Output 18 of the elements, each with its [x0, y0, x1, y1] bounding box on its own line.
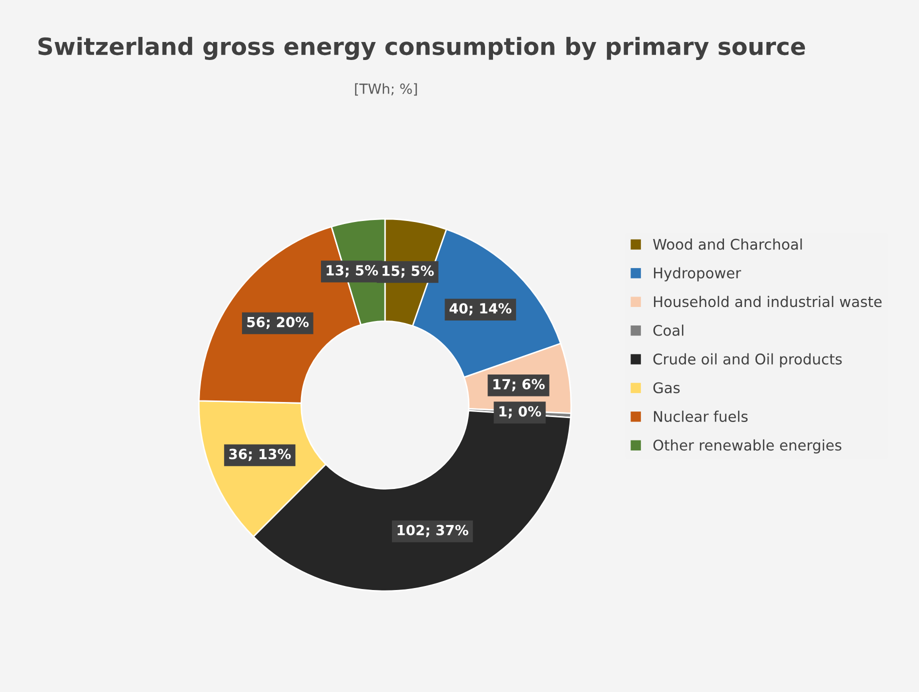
data-label: 40; 14% [450, 303, 512, 316]
data-label: 36; 13% [229, 448, 291, 462]
data-label: 17; 6% [493, 378, 545, 392]
legend-label: Nuclear fuels [654, 410, 748, 422]
legend-label: Other renewable energies [653, 439, 842, 454]
legend-label: Household and industrial waste [654, 296, 882, 308]
data-label: 56; 20% [247, 316, 309, 330]
data-label: 13; 5% [326, 265, 378, 278]
data-label: 15; 5% [382, 265, 434, 278]
chart-title: Switzerland gross energy consumption by primary source [38, 36, 805, 60]
legend-label: Coal [653, 324, 684, 336]
data-label: 1; 0% [499, 406, 542, 418]
legend-label: Wood and Charchoal [653, 238, 802, 250]
legend-label: Hydropower [654, 267, 742, 282]
data-label: 102; 37% [398, 524, 468, 538]
chart-subtitle: [TWh; %] [355, 83, 417, 96]
legend-label: Crude oil and Oil products [653, 353, 842, 368]
legend-label: Gas [653, 382, 680, 394]
